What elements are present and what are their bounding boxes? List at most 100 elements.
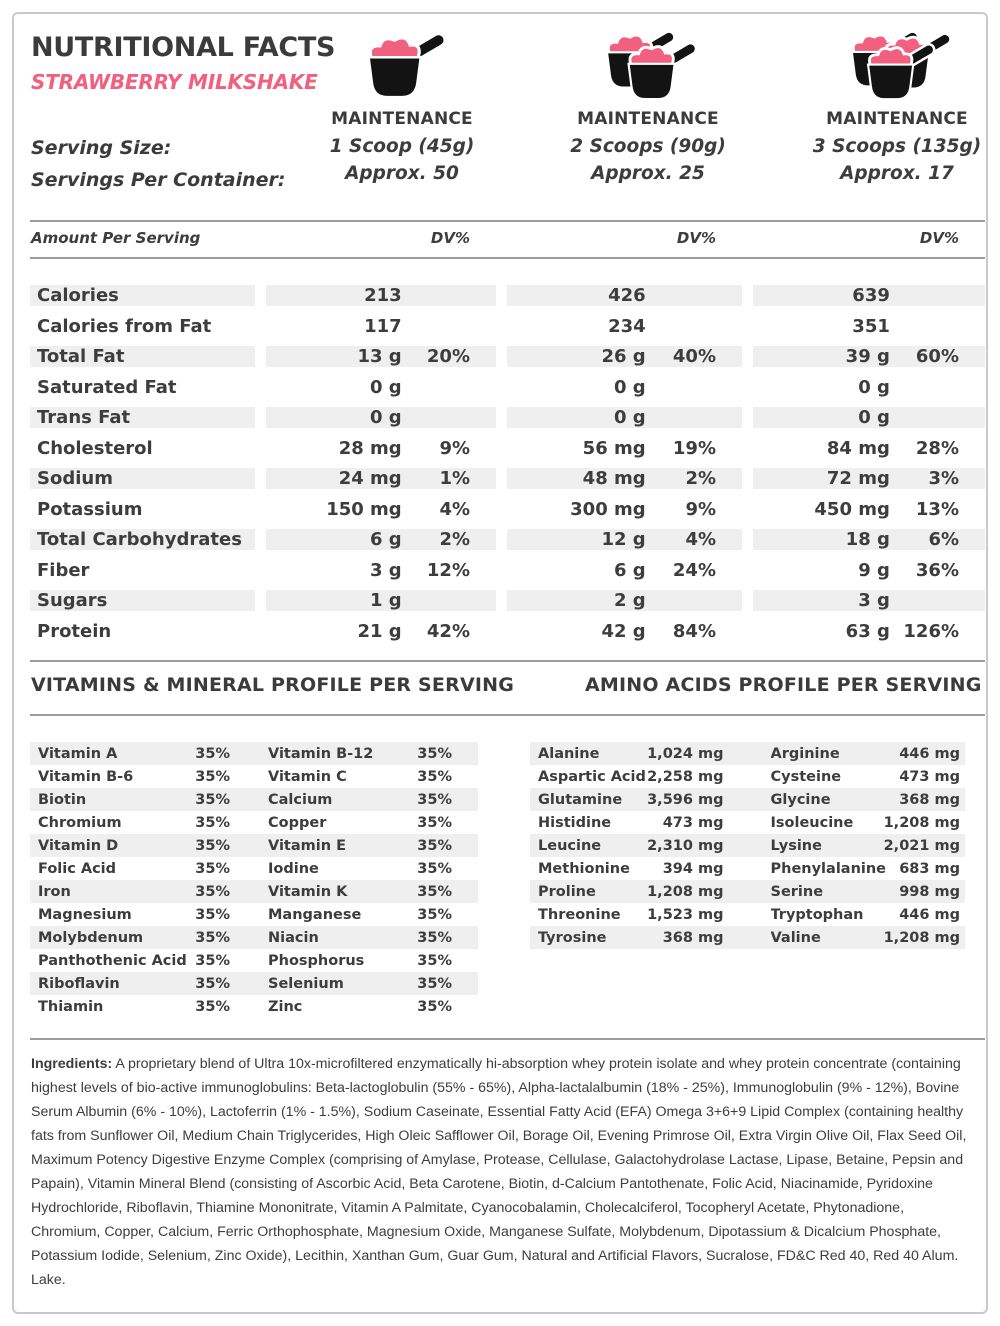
column-3-values: 0 g — [753, 377, 985, 398]
column-2-values: 300 mg 9% — [507, 499, 742, 520]
amount-value: 28 mg — [338, 437, 402, 459]
column-name: MAINTENANCE — [331, 109, 473, 129]
vitamin-value: 35% — [195, 860, 230, 877]
serving-size-value: 1 Scoop (45g) — [329, 136, 475, 157]
nutrient-label: Total Fat — [30, 346, 255, 368]
amino-name: Serine — [770, 883, 824, 900]
dv-value: 9% — [685, 498, 716, 520]
vitamin-value: 35% — [195, 745, 230, 762]
amino-acid-row: Aspartic Acid 2,258 mg Cysteine 473 mg — [530, 765, 965, 788]
vitamin-name: Molybdenum — [38, 929, 144, 946]
column-1-values: 0 g — [266, 407, 496, 429]
vitamin-value: 35% — [417, 883, 452, 900]
column-3-values: 0 g — [753, 407, 985, 429]
servings-per-container-value: Approx. 25 — [591, 163, 705, 184]
vitamin-value: 35% — [195, 768, 230, 785]
column-2-values: 234 — [507, 316, 742, 337]
vitamin-name: Vitamin D — [38, 837, 119, 854]
column-3-values: 63 g 126% — [753, 621, 985, 642]
divider — [30, 714, 985, 716]
dv-value: 2% — [685, 468, 716, 490]
dv-header: DV% — [919, 229, 959, 247]
divider — [30, 220, 985, 222]
vitamin-value: 35% — [195, 883, 230, 900]
servings-per-container-value: Approx. 17 — [840, 163, 954, 184]
vitamin-row: Iron 35% Vitamin K 35% — [30, 880, 478, 903]
amino-name: Tyrosine — [538, 929, 607, 946]
column-1-values: 6 g 2% — [266, 529, 496, 551]
vitamin-name: Chromium — [38, 814, 122, 831]
nutrient-label: Trans Fat — [30, 407, 255, 429]
aminos-section-title: AMINO ACIDS PROFILE PER SERVING — [585, 674, 982, 696]
nutrient-label: Total Carbohydrates — [30, 529, 255, 551]
amino-name: Alanine — [538, 745, 600, 762]
section-headings: VITAMINS & MINERAL PROFILE PER SERVING A… — [31, 674, 985, 696]
vitamin-name: Phosphorus — [268, 952, 365, 969]
amount-value: 0 g — [370, 376, 402, 398]
column-3-values: 351 — [753, 316, 985, 337]
dv-value: 20% — [426, 346, 470, 368]
dv-value: 42% — [426, 620, 470, 642]
servings-per-container-value: Approx. 50 — [345, 163, 459, 184]
amino-acid-row: Threonine 1,523 mg Tryptophan 446 mg — [530, 903, 965, 926]
dv-value: 24% — [672, 559, 716, 581]
vitamin-name: Niacin — [268, 929, 319, 946]
vitamin-value: 35% — [195, 929, 230, 946]
amount-value: 9 g — [858, 559, 890, 581]
amount-value: 150 mg — [326, 498, 402, 520]
column-3-values: 3 g — [753, 590, 985, 612]
vitamin-row: Chromium 35% Copper 35% — [30, 811, 478, 834]
column-1-values: 0 g — [266, 377, 496, 398]
vitamin-row: Vitamin A 35% Vitamin B-12 35% — [30, 742, 478, 765]
vitamin-value: 35% — [417, 975, 452, 992]
amount-value: 0 g — [370, 407, 402, 429]
vitamin-value: 35% — [417, 860, 452, 877]
vitamin-row: Riboflavin 35% Selenium 35% — [30, 972, 478, 995]
flavor-subtitle: STRAWBERRY MILKSHAKE — [31, 70, 318, 94]
table-row: Fiber 3 g 12% 6 g 24% 9 g 36% — [30, 557, 985, 585]
amount-value: 6 g — [370, 529, 402, 551]
amino-value: 3,596 mg — [647, 791, 724, 808]
amino-name: Methionine — [538, 860, 630, 877]
column-1-values: 21 g 42% — [266, 621, 496, 642]
vitamin-value: 35% — [417, 745, 452, 762]
amino-value: 1,523 mg — [647, 906, 724, 923]
amino-value: 683 mg — [899, 860, 960, 877]
dv-value: 126% — [903, 620, 959, 642]
column-1-values: 1 g — [266, 590, 496, 612]
column-name: MAINTENANCE — [577, 109, 719, 129]
amount-value: 117 — [364, 315, 402, 337]
serving-column-2: MAINTENANCE 2 Scoops (90g) Approx. 25 — [528, 26, 768, 184]
serving-column-1: MAINTENANCE 1 Scoop (45g) Approx. 50 — [282, 26, 522, 184]
two-scoops-icon — [590, 26, 706, 102]
vitamin-value: 35% — [417, 952, 452, 969]
vitamin-name: Vitamin B-12 — [268, 745, 374, 762]
divider — [30, 1038, 985, 1040]
amino-value: 446 mg — [899, 906, 960, 923]
amount-value: 6 g — [613, 559, 646, 581]
column-1-values: 117 — [266, 316, 496, 337]
amount-per-serving-header: Amount Per Serving — [31, 229, 201, 247]
column-3-values: 18 g 6% — [753, 529, 985, 551]
column-1-values: 3 g 12% — [266, 560, 496, 581]
amount-value: 0 g — [613, 407, 646, 429]
nutrient-label: Protein — [37, 620, 112, 642]
amino-acid-row: Tyrosine 368 mg Valine 1,208 mg — [530, 926, 965, 949]
amount-value: 42 g — [601, 620, 646, 642]
vitamin-name: Vitamin K — [268, 883, 348, 900]
column-2-values: 26 g 40% — [507, 346, 742, 368]
vitamin-value: 35% — [195, 791, 230, 808]
vitamin-value: 35% — [417, 998, 452, 1015]
vitamin-name: Riboflavin — [38, 975, 120, 992]
amino-acid-row: Alanine 1,024 mg Arginine 446 mg — [530, 742, 965, 765]
amount-value: 26 g — [601, 346, 646, 368]
amino-name: Lysine — [770, 837, 822, 854]
amount-value: 426 — [608, 285, 646, 307]
vitamin-value: 35% — [417, 929, 452, 946]
column-1-values: 213 — [266, 285, 496, 307]
table-row: Trans Fat 0 g 0 g 0 g — [30, 404, 985, 432]
dv-value: 12% — [426, 559, 470, 581]
amino-name: Phenylalanine — [770, 860, 887, 877]
nutrient-label: Sodium — [30, 468, 255, 490]
column-2-values: 426 — [507, 285, 742, 307]
